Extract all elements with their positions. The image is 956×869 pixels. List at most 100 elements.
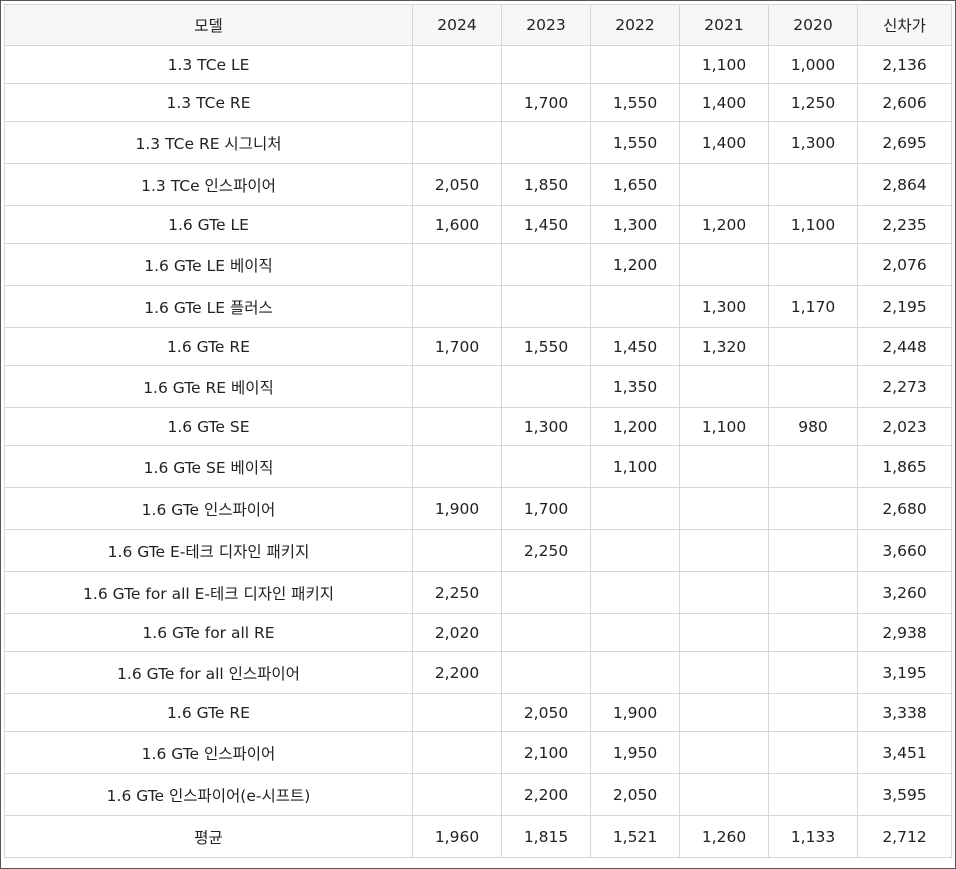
table-row: 1.6 GTe E-테크 디자인 패키지 2,250 3,660	[4, 529, 952, 572]
cell-year-2020	[768, 731, 858, 774]
cell-year-2024: 1,960	[412, 815, 502, 858]
cell-new-price: 3,451	[857, 731, 952, 774]
cell-year-2021	[679, 613, 769, 652]
cell-year-2021	[679, 773, 769, 816]
cell-year-2024	[412, 731, 502, 774]
cell-year-2021: 1,100	[679, 407, 769, 446]
cell-model: 1.6 GTe RE	[4, 327, 413, 366]
cell-year-2022: 1,550	[590, 121, 680, 164]
cell-year-2022	[590, 651, 680, 694]
cell-model: 1.6 GTe 인스파이어	[4, 731, 413, 774]
cell-year-2024	[412, 285, 502, 328]
cell-year-2023: 2,050	[501, 693, 591, 732]
table-row-average: 평균 1,960 1,815 1,521 1,260 1,133 2,712	[4, 815, 952, 858]
cell-model: 1.3 TCe LE	[4, 45, 413, 84]
price-table: 모델 2024 2023 2022 2021 2020 신차가 1.3 TCe …	[4, 4, 952, 858]
table-row: 1.6 GTe 인스파이어(e-시프트) 2,200 2,050 3,595	[4, 773, 952, 816]
cell-year-2023	[501, 243, 591, 286]
cell-year-2023: 2,200	[501, 773, 591, 816]
header-2024: 2024	[412, 4, 502, 46]
cell-new-price: 3,595	[857, 773, 952, 816]
cell-year-2021: 1,400	[679, 121, 769, 164]
table-row: 1.6 GTe RE 2,050 1,900 3,338	[4, 693, 952, 732]
cell-year-2024	[412, 45, 502, 84]
table-row: 1.6 GTe RE 1,700 1,550 1,450 1,320 2,448	[4, 327, 952, 366]
cell-year-2022: 1,450	[590, 327, 680, 366]
cell-year-2022: 1,900	[590, 693, 680, 732]
cell-year-2024: 1,700	[412, 327, 502, 366]
cell-year-2022: 1,350	[590, 365, 680, 408]
cell-year-2022	[590, 487, 680, 530]
cell-year-2024: 1,600	[412, 205, 502, 244]
cell-year-2023: 1,815	[501, 815, 591, 858]
cell-year-2021: 1,260	[679, 815, 769, 858]
cell-model: 1.3 TCe RE	[4, 83, 413, 122]
cell-year-2020: 980	[768, 407, 858, 446]
table-row: 1.6 GTe LE 플러스 1,300 1,170 2,195	[4, 285, 952, 328]
cell-year-2024	[412, 693, 502, 732]
cell-year-2020	[768, 487, 858, 530]
table-row: 1.6 GTe LE 1,600 1,450 1,300 1,200 1,100 2,235	[4, 205, 952, 244]
cell-year-2024	[412, 83, 502, 122]
cell-new-price: 2,023	[857, 407, 952, 446]
table-row: 1.6 GTe 인스파이어 2,100 1,950 3,451	[4, 731, 952, 774]
cell-year-2023	[501, 45, 591, 84]
cell-year-2023: 1,850	[501, 163, 591, 206]
cell-new-price: 3,338	[857, 693, 952, 732]
header-new-price: 신차가	[857, 4, 952, 46]
cell-new-price: 2,195	[857, 285, 952, 328]
cell-year-2020	[768, 445, 858, 488]
cell-new-price: 1,865	[857, 445, 952, 488]
cell-model: 1.6 GTe E-테크 디자인 패키지	[4, 529, 413, 572]
table-row: 1.6 GTe for all 인스파이어 2,200 3,195	[4, 651, 952, 694]
cell-year-2020	[768, 365, 858, 408]
cell-year-2024: 2,250	[412, 571, 502, 614]
cell-year-2022: 1,300	[590, 205, 680, 244]
cell-year-2021	[679, 365, 769, 408]
cell-new-price: 2,864	[857, 163, 952, 206]
cell-year-2023: 1,450	[501, 205, 591, 244]
table-row: 1.3 TCe RE 1,700 1,550 1,400 1,250 2,606	[4, 83, 952, 122]
cell-year-2020	[768, 651, 858, 694]
table-row: 1.6 GTe SE 베이직 1,100 1,865	[4, 445, 952, 488]
cell-year-2022: 1,100	[590, 445, 680, 488]
cell-year-2024	[412, 365, 502, 408]
cell-year-2020	[768, 529, 858, 572]
cell-new-price: 2,448	[857, 327, 952, 366]
cell-year-2021	[679, 243, 769, 286]
cell-model: 1.6 GTe for all E-테크 디자인 패키지	[4, 571, 413, 614]
cell-year-2023: 2,250	[501, 529, 591, 572]
header-2020: 2020	[768, 4, 858, 46]
cell-year-2020: 1,300	[768, 121, 858, 164]
cell-year-2022	[590, 285, 680, 328]
cell-new-price: 3,660	[857, 529, 952, 572]
cell-model: 1.6 GTe RE 베이직	[4, 365, 413, 408]
header-model: 모델	[4, 4, 413, 46]
cell-year-2022: 1,200	[590, 243, 680, 286]
cell-model: 1.6 GTe SE	[4, 407, 413, 446]
cell-year-2023	[501, 121, 591, 164]
cell-year-2023	[501, 613, 591, 652]
cell-year-2023: 1,300	[501, 407, 591, 446]
cell-year-2024	[412, 773, 502, 816]
cell-new-price: 2,712	[857, 815, 952, 858]
cell-year-2021: 1,400	[679, 83, 769, 122]
table-row: 1.6 GTe SE 1,300 1,200 1,100 980 2,023	[4, 407, 952, 446]
header-2021: 2021	[679, 4, 769, 46]
cell-year-2020	[768, 327, 858, 366]
header-2023: 2023	[501, 4, 591, 46]
cell-model: 1.6 GTe for all RE	[4, 613, 413, 652]
cell-year-2020	[768, 613, 858, 652]
cell-model: 1.3 TCe 인스파이어	[4, 163, 413, 206]
cell-year-2024: 2,020	[412, 613, 502, 652]
header-2022: 2022	[590, 4, 680, 46]
cell-new-price: 3,195	[857, 651, 952, 694]
cell-year-2022	[590, 613, 680, 652]
cell-new-price: 2,136	[857, 45, 952, 84]
cell-model: 1.6 GTe LE 베이직	[4, 243, 413, 286]
cell-year-2023	[501, 285, 591, 328]
cell-model: 1.6 GTe LE 플러스	[4, 285, 413, 328]
cell-year-2021	[679, 487, 769, 530]
cell-model: 1.6 GTe SE 베이직	[4, 445, 413, 488]
cell-year-2023: 1,700	[501, 83, 591, 122]
